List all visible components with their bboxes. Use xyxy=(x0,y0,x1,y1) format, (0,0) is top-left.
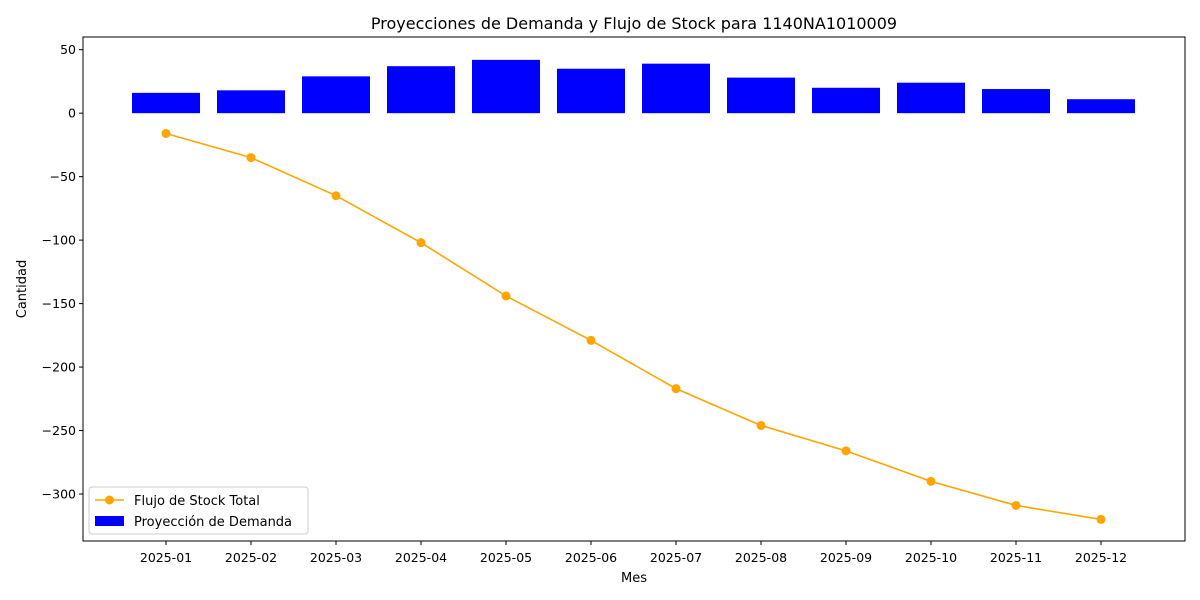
y-tick-label: −150 xyxy=(42,296,76,311)
legend-label-demanda: Proyección de Demanda xyxy=(134,515,292,530)
legend-frame xyxy=(88,486,309,535)
bar-2025-05 xyxy=(472,59,540,114)
bar-2025-04 xyxy=(387,66,455,114)
bar-2025-03 xyxy=(302,76,370,114)
x-tick-label: 2025-01 xyxy=(140,550,192,565)
x-tick-label: 2025-07 xyxy=(650,550,702,565)
x-tick-label: 2025-10 xyxy=(905,550,957,565)
bar-2025-10 xyxy=(897,82,965,114)
line-point-2025-04 xyxy=(416,238,426,248)
x-tick-label: 2025-04 xyxy=(395,550,447,565)
y-tick-label: −250 xyxy=(42,423,76,438)
bar-2025-02 xyxy=(217,90,285,114)
x-tick-label: 2025-03 xyxy=(310,550,362,565)
chart-title: Proyecciones de Demanda y Flujo de Stock… xyxy=(371,14,897,33)
bar-2025-11 xyxy=(982,89,1050,114)
line-point-2025-01 xyxy=(161,128,171,138)
y-tick-label: 0 xyxy=(68,106,76,121)
line-point-2025-12 xyxy=(1096,514,1106,524)
line-point-2025-05 xyxy=(501,291,511,301)
y-tick-label: −300 xyxy=(42,487,76,502)
x-tick-label: 2025-02 xyxy=(225,550,277,565)
line-point-2025-07 xyxy=(671,384,681,394)
y-tick-label: 50 xyxy=(60,42,76,57)
bar-series xyxy=(132,59,1135,114)
line-point-2025-11 xyxy=(1011,500,1021,510)
y-tick-label: −50 xyxy=(50,169,76,184)
x-axis: 2025-01 2025-02 2025-03 2025-04 2025-05 2025-… xyxy=(140,541,1127,565)
legend-line-marker xyxy=(105,495,114,505)
bar-2025-06 xyxy=(557,68,625,114)
bar-2025-07 xyxy=(642,63,710,114)
x-tick-label: 2025-08 xyxy=(735,550,787,565)
bar-2025-09 xyxy=(812,87,880,114)
y-tick-label: −100 xyxy=(42,233,76,248)
y-axis: 50 0 −50 −100 −150 −200 −250 −300 xyxy=(42,42,83,502)
line-point-2025-02 xyxy=(246,153,256,163)
bar-2025-08 xyxy=(727,77,795,114)
line-point-2025-09 xyxy=(841,446,851,456)
x-tick-label: 2025-11 xyxy=(990,550,1042,565)
legend-bar-swatch xyxy=(95,516,124,526)
y-tick-label: −200 xyxy=(42,360,76,375)
plot-area-frame xyxy=(82,36,1186,542)
x-tick-label: 2025-06 xyxy=(565,550,617,565)
line-series xyxy=(161,128,1106,524)
y-axis-label: Cantidad xyxy=(15,260,30,318)
x-tick-label: 2025-12 xyxy=(1075,550,1127,565)
x-tick-label: 2025-09 xyxy=(820,550,872,565)
x-axis-label: Mes xyxy=(621,571,647,586)
line-point-2025-10 xyxy=(926,476,936,486)
bar-2025-12 xyxy=(1067,99,1135,114)
line-point-2025-06 xyxy=(586,335,596,345)
legend-label-flujo: Flujo de Stock Total xyxy=(134,494,260,509)
line-point-2025-03 xyxy=(331,191,341,201)
line-path xyxy=(165,132,1102,521)
x-tick-label: 2025-05 xyxy=(480,550,532,565)
legend: Flujo de Stock Total Proyección de Deman… xyxy=(88,486,309,535)
line-point-2025-08 xyxy=(756,420,766,430)
bar-2025-01 xyxy=(132,92,200,114)
